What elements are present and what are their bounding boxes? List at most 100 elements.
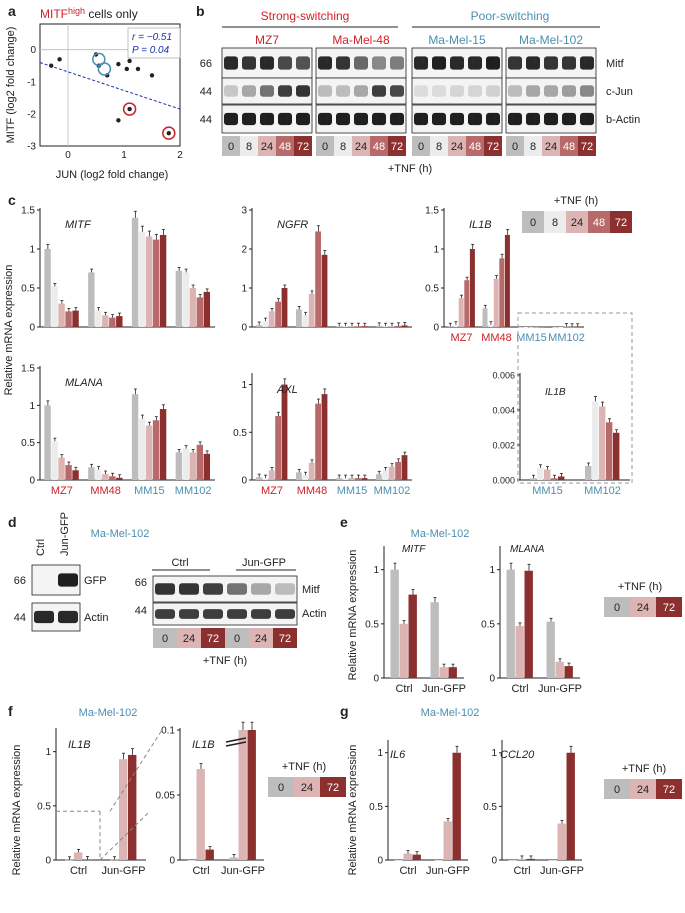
band bbox=[508, 56, 522, 70]
panel-letter: d bbox=[8, 514, 17, 530]
bar bbox=[544, 469, 551, 480]
highlight-red bbox=[162, 126, 176, 140]
b-tnf-cell bbox=[578, 136, 596, 156]
band bbox=[526, 56, 540, 70]
b-tnf-cell bbox=[352, 136, 370, 156]
band bbox=[414, 85, 428, 97]
bar bbox=[537, 467, 544, 480]
band bbox=[278, 56, 292, 70]
y-tick-label: 1 bbox=[241, 380, 247, 391]
group-label: MM15 bbox=[516, 332, 547, 344]
cell-line-label: Ma-Mel-102 bbox=[519, 33, 583, 47]
f-legend-cell bbox=[294, 777, 320, 797]
bar bbox=[395, 461, 401, 480]
band bbox=[179, 583, 199, 595]
bar bbox=[44, 405, 51, 480]
b-tnf-label: 8 bbox=[246, 141, 252, 153]
band bbox=[58, 610, 78, 624]
poor-switching-label: Poor-switching bbox=[471, 9, 550, 23]
blot-d-mitf-membrane bbox=[152, 575, 298, 603]
band bbox=[526, 85, 540, 97]
group-label: Ctrl bbox=[192, 865, 209, 877]
bar bbox=[58, 303, 65, 327]
group-label: Jun-GFP bbox=[426, 865, 470, 877]
g-legend-label: 72 bbox=[663, 784, 675, 796]
bar bbox=[189, 452, 197, 480]
bar bbox=[256, 477, 262, 480]
bar bbox=[585, 466, 592, 480]
band bbox=[260, 56, 274, 70]
mw-label: 44 bbox=[200, 114, 212, 126]
lane-label: Jun-GFP bbox=[59, 512, 71, 556]
group-label: Jun-GFP bbox=[422, 683, 466, 695]
band bbox=[224, 112, 238, 126]
b-tnf-label: 48 bbox=[279, 141, 291, 153]
band bbox=[390, 56, 404, 70]
tnf-label: +TNF (h) bbox=[388, 163, 432, 175]
bar bbox=[109, 317, 116, 327]
band bbox=[336, 85, 350, 97]
b-tnf-cell bbox=[542, 136, 560, 156]
strong-switching-label: Strong-switching bbox=[261, 9, 350, 23]
bar bbox=[528, 327, 534, 328]
b-tnf-cell bbox=[560, 136, 578, 156]
tnf-label: +TNF (h) bbox=[203, 655, 247, 667]
band bbox=[260, 112, 274, 126]
bar bbox=[65, 859, 74, 861]
y-tick-label: 0.5 bbox=[365, 619, 379, 630]
group-label: Jun-GFP bbox=[538, 683, 582, 695]
panel-letter: e bbox=[340, 514, 348, 530]
b-tnf-label: 72 bbox=[581, 141, 593, 153]
y-tick-label: 0.1 bbox=[161, 726, 175, 737]
bar bbox=[452, 752, 461, 860]
bar bbox=[256, 325, 262, 327]
d-tnf-cell bbox=[249, 628, 273, 648]
y-axis-label: Relative mRNA expression bbox=[347, 550, 359, 681]
bar bbox=[336, 326, 342, 327]
band bbox=[486, 56, 500, 70]
band bbox=[354, 112, 368, 126]
bar bbox=[443, 821, 452, 860]
bar bbox=[447, 326, 453, 327]
b-tnf-cell bbox=[430, 136, 448, 156]
bar bbox=[152, 239, 160, 327]
bar bbox=[388, 466, 395, 480]
band bbox=[526, 112, 540, 126]
panel-letter: f bbox=[8, 703, 13, 719]
c-legend-label: 0 bbox=[530, 217, 536, 229]
bar bbox=[187, 860, 196, 861]
legend-title: +TNF (h) bbox=[618, 581, 662, 593]
y-tick-label: 0.5 bbox=[425, 284, 439, 295]
band bbox=[227, 609, 247, 619]
bar bbox=[376, 474, 382, 480]
band bbox=[414, 56, 428, 70]
bar bbox=[555, 661, 564, 678]
d-tnf-cell bbox=[177, 628, 201, 648]
bar bbox=[175, 270, 183, 327]
gene-label: IL1B bbox=[545, 387, 566, 398]
bar bbox=[145, 425, 153, 480]
y-tick-label: 1.5 bbox=[425, 206, 439, 217]
bar bbox=[390, 569, 399, 678]
y-tick-label: 1 bbox=[29, 245, 35, 256]
band-label: b-Actin bbox=[606, 114, 640, 126]
bar bbox=[238, 730, 247, 860]
c-legend-cell bbox=[588, 211, 610, 233]
band bbox=[336, 112, 350, 126]
band bbox=[34, 610, 54, 624]
bar bbox=[548, 860, 557, 861]
b-tnf-label: 48 bbox=[373, 141, 385, 153]
bar bbox=[336, 478, 342, 480]
data-point bbox=[49, 63, 54, 68]
d-tnf-cell bbox=[201, 628, 225, 648]
band bbox=[296, 56, 310, 70]
bar bbox=[499, 258, 505, 327]
b-tnf-cell bbox=[258, 136, 276, 156]
b-tnf-label: 24 bbox=[451, 141, 463, 153]
g-legend-label: 24 bbox=[637, 784, 649, 796]
band-label: c-Jun bbox=[606, 86, 633, 98]
bar bbox=[613, 432, 620, 480]
bar bbox=[65, 311, 72, 327]
bar bbox=[131, 394, 139, 480]
bar bbox=[182, 272, 190, 327]
